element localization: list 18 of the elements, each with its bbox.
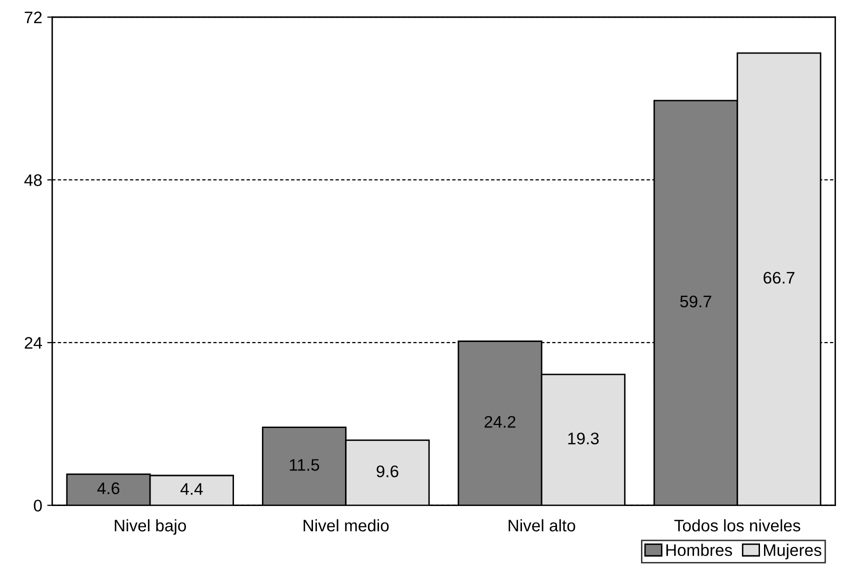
data-label: 24.2 <box>484 416 516 428</box>
legend-label: Hombres <box>666 544 732 556</box>
y-tick-label: 24 <box>24 337 42 349</box>
y-tick-label: 48 <box>24 174 42 186</box>
x-tick-label: Todos los niveles <box>674 519 800 532</box>
data-label: 4.6 <box>97 482 120 494</box>
data-label: 9.6 <box>376 465 398 478</box>
data-label: 66.7 <box>764 272 794 284</box>
x-tick-label: Nivel alto <box>508 519 576 532</box>
data-label: 59.7 <box>680 296 712 308</box>
y-tick-label: 0 <box>34 500 42 512</box>
legend-label: Mujeres <box>764 544 822 560</box>
data-label: 4.4 <box>180 483 203 495</box>
data-label: 11.5 <box>290 459 320 471</box>
data-label: 19.3 <box>568 432 599 444</box>
y-tick-label: 72 <box>24 12 42 24</box>
x-tick-label: Nivel medio <box>304 519 389 532</box>
x-tick-label: Nivel bajo <box>114 519 186 535</box>
